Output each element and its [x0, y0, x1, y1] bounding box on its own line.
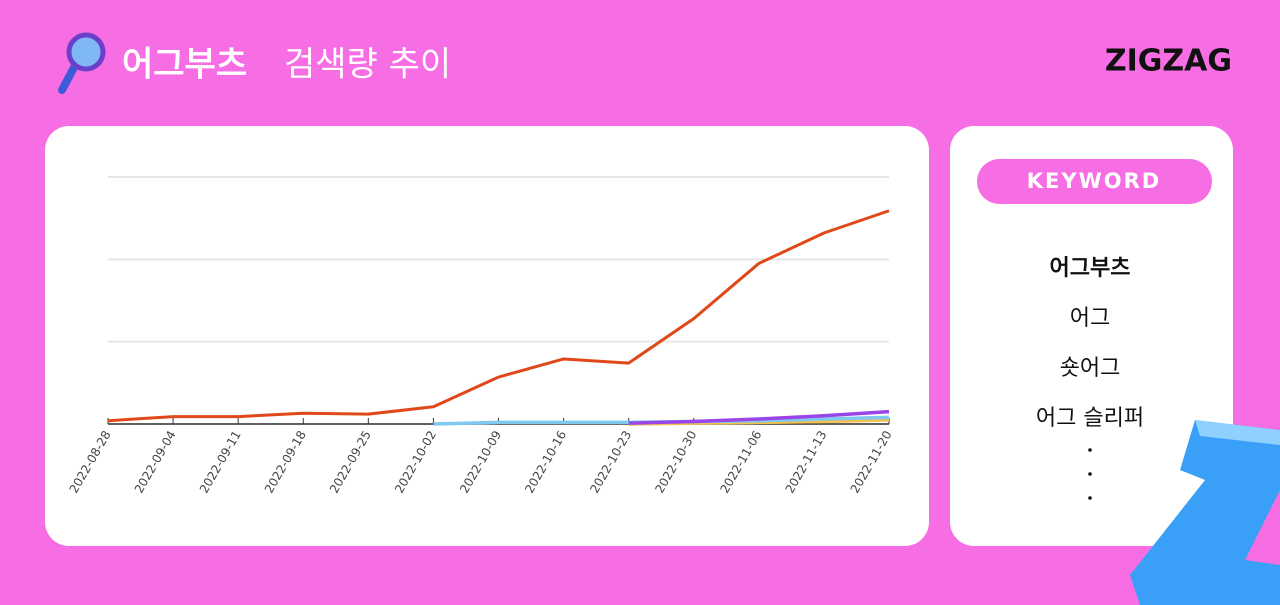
z-decoration [1130, 420, 1280, 605]
logo: ZIGZAG [1105, 44, 1232, 79]
title-keyword: 어그부츠 [122, 45, 247, 85]
title: 검색량 추이 [284, 45, 451, 85]
chart-panel [45, 126, 929, 546]
keyword-item: 어그 슬리퍼 [1036, 406, 1144, 431]
keyword-badge-text: KEYWORD [1027, 169, 1161, 193]
more-dots [1088, 448, 1092, 500]
keyword-item: 숏어그 [1060, 356, 1121, 381]
keyword-item: 어그부츠 [1050, 256, 1131, 281]
series-line [107, 209, 890, 423]
keyword-item: 어그 [1070, 306, 1110, 331]
series-line [628, 409, 890, 425]
keyword-badge [977, 159, 1212, 204]
magnifier-icon [58, 32, 106, 94]
keyword-panel [950, 126, 1233, 546]
